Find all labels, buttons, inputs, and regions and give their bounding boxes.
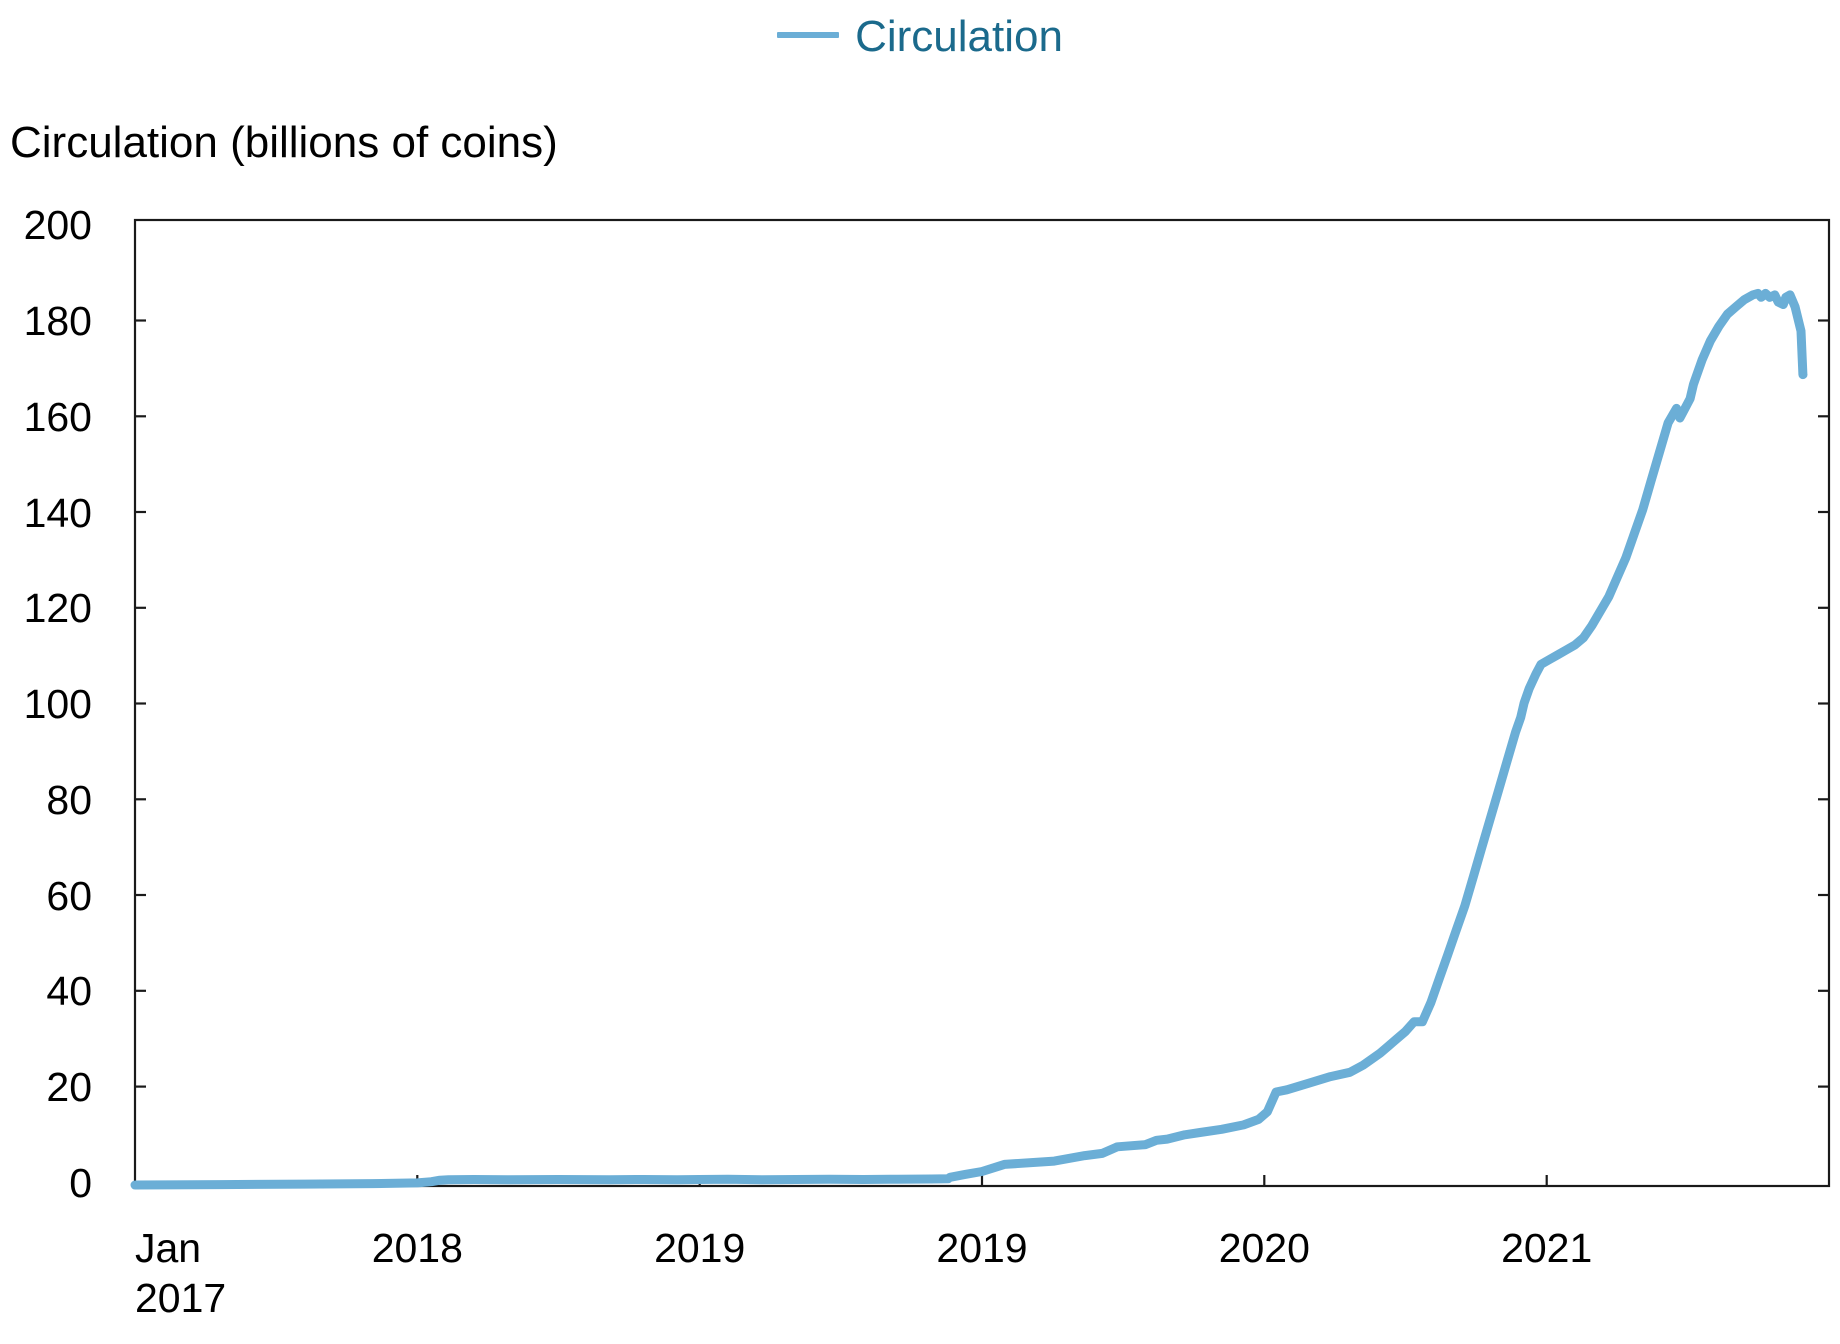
svg-text:200: 200	[24, 202, 92, 248]
svg-text:40: 40	[46, 968, 92, 1014]
svg-text:2020: 2020	[1219, 1225, 1310, 1271]
svg-text:2021: 2021	[1501, 1225, 1592, 1271]
svg-text:140: 140	[24, 490, 92, 536]
svg-text:2018: 2018	[372, 1225, 463, 1271]
svg-text:2019: 2019	[654, 1225, 745, 1271]
svg-text:120: 120	[24, 585, 92, 631]
svg-text:2019: 2019	[936, 1225, 1027, 1271]
svg-text:Jan: Jan	[135, 1225, 201, 1271]
svg-text:0: 0	[69, 1160, 92, 1206]
svg-text:20: 20	[46, 1064, 92, 1110]
svg-text:60: 60	[46, 873, 92, 919]
svg-text:2017: 2017	[135, 1275, 226, 1321]
svg-text:80: 80	[46, 777, 92, 823]
svg-text:180: 180	[24, 298, 92, 344]
svg-text:100: 100	[24, 681, 92, 727]
svg-text:160: 160	[24, 394, 92, 440]
